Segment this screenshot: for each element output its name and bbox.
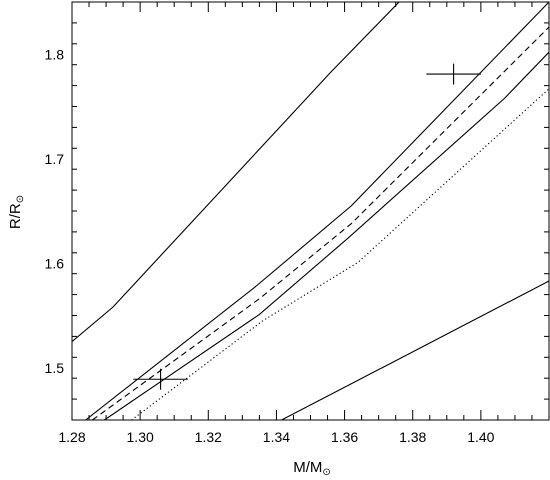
x-tick-label: 1.28 [58, 429, 85, 445]
x-tick-label: 1.30 [127, 429, 154, 445]
x-tick-label: 1.40 [467, 429, 494, 445]
series-line-2 [85, 2, 549, 420]
axis-ticks [71, 1, 550, 421]
series-line-5 [131, 88, 549, 420]
y-axis-label: R/R⊙ [7, 195, 26, 229]
plot-frame [71, 1, 550, 421]
y-tick-label: 1.7 [45, 151, 65, 167]
x-axis-label: M/M⊙ [293, 459, 331, 478]
x-tick-label: 1.38 [399, 429, 426, 445]
series-line-6 [281, 280, 549, 420]
series-line-3 [92, 26, 549, 420]
x-tick-label: 1.36 [331, 429, 358, 445]
x-tick-label: 1.34 [263, 429, 290, 445]
series-line-1 [72, 2, 400, 343]
y-tick-label: 1.5 [45, 360, 65, 376]
y-tick-label: 1.8 [45, 46, 65, 62]
series-line-4 [104, 51, 549, 420]
error-point-1 [133, 368, 188, 390]
data-marks [72, 2, 549, 420]
error-point-2 [426, 63, 481, 85]
y-tick-label: 1.6 [45, 255, 65, 271]
x-tick-label: 1.32 [195, 429, 222, 445]
tick-labels: 1.28 1.30 1.32 1.34 1.36 1.38 1.40 1.5 1.6 1.7 1.8 [45, 46, 495, 445]
